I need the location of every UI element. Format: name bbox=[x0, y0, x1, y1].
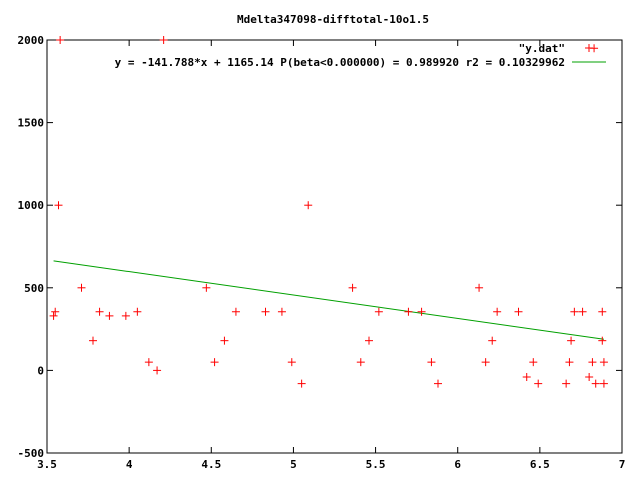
x-tick-label: 6 bbox=[454, 458, 461, 471]
data-point bbox=[434, 379, 442, 388]
legend-marker-points bbox=[585, 44, 593, 52]
x-tick-label: 3.5 bbox=[37, 458, 57, 471]
data-point bbox=[374, 307, 383, 316]
data-point bbox=[514, 307, 523, 316]
data-point bbox=[562, 379, 571, 388]
y-tick-label: 2000 bbox=[18, 34, 45, 47]
data-point bbox=[567, 336, 576, 345]
data-point bbox=[598, 336, 607, 345]
legend-label-points: "y.dat" bbox=[519, 42, 565, 55]
x-tick-label: 5.5 bbox=[366, 458, 386, 471]
axes: 3.5 4 4.5 5 5.5 6 6.5 7 -500 0 500 1000 1500 2000 bbox=[18, 34, 626, 471]
data-point bbox=[89, 336, 97, 345]
x-tick-label: 5 bbox=[290, 458, 297, 471]
data-point bbox=[578, 307, 587, 316]
data-point bbox=[121, 311, 130, 320]
data-point bbox=[591, 379, 600, 388]
data-point bbox=[493, 307, 502, 316]
data-point bbox=[404, 307, 413, 316]
fit-line bbox=[53, 260, 604, 340]
data-point bbox=[488, 336, 497, 345]
data-point bbox=[153, 366, 162, 375]
data-point bbox=[599, 379, 608, 388]
data-point bbox=[427, 358, 436, 367]
data-point bbox=[588, 358, 597, 367]
data-point bbox=[56, 36, 65, 44]
y-tick-label: 0 bbox=[37, 364, 44, 377]
data-point bbox=[534, 379, 543, 388]
data-point bbox=[277, 307, 286, 316]
data-point bbox=[144, 358, 153, 367]
data-point bbox=[231, 307, 240, 316]
legend-plus-marker bbox=[585, 44, 593, 52]
data-point bbox=[287, 358, 296, 367]
x-tick-label: 6.5 bbox=[530, 458, 550, 471]
data-point bbox=[356, 358, 365, 367]
x-tick-label: 7 bbox=[619, 458, 626, 471]
data-point bbox=[220, 336, 229, 345]
legend: "y.dat" y = -141.788*x + 1165.14 P(beta<… bbox=[115, 42, 606, 69]
data-point bbox=[159, 36, 168, 44]
data-point bbox=[304, 201, 313, 210]
y-tick-label: 500 bbox=[24, 282, 44, 295]
legend-label-fit: y = -141.788*x + 1165.14 P(beta<0.000000… bbox=[115, 56, 565, 69]
data-point bbox=[599, 358, 608, 367]
data-point bbox=[348, 283, 357, 292]
data-point bbox=[95, 307, 104, 316]
x-tick-label: 4 bbox=[126, 458, 133, 471]
data-point bbox=[210, 358, 219, 367]
data-point bbox=[133, 307, 142, 316]
x-tick-label: 4.5 bbox=[201, 458, 221, 471]
chart-title: Mdelta347098-difftotal-10o1.5 bbox=[237, 13, 429, 26]
fit-line-layer bbox=[53, 260, 604, 340]
data-point bbox=[481, 358, 490, 367]
scatter-points-layer bbox=[49, 36, 608, 388]
plot-frame bbox=[46, 39, 623, 454]
data-point bbox=[598, 307, 607, 316]
data-point bbox=[570, 307, 579, 316]
data-point bbox=[49, 311, 58, 320]
y-tick-label: -500 bbox=[18, 447, 45, 460]
data-point bbox=[202, 283, 211, 292]
data-point bbox=[522, 373, 531, 382]
data-point bbox=[105, 311, 114, 320]
data-point bbox=[54, 201, 63, 210]
data-point bbox=[51, 307, 60, 316]
data-point bbox=[565, 358, 574, 367]
data-point bbox=[297, 379, 306, 388]
data-point bbox=[261, 307, 270, 316]
data-point bbox=[77, 283, 86, 292]
y-tick-label: 1000 bbox=[18, 199, 45, 212]
data-point bbox=[475, 283, 484, 292]
data-point bbox=[585, 373, 594, 382]
data-point bbox=[529, 358, 538, 367]
data-point bbox=[365, 336, 373, 345]
data-point bbox=[417, 307, 426, 316]
y-tick-label: 1500 bbox=[18, 117, 45, 130]
